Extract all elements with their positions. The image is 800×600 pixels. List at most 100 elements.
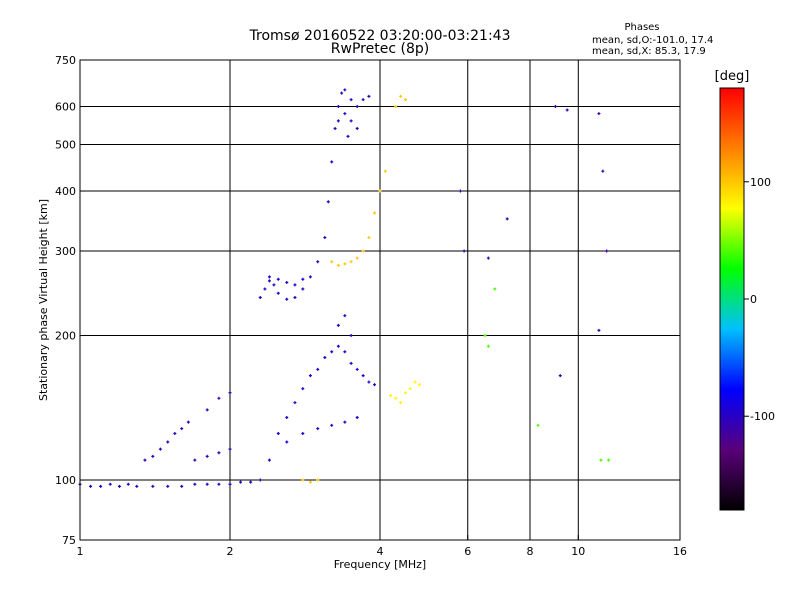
data-point-s3-2 [285,280,289,284]
data-point-s2-21 [336,119,340,123]
data-point-s2-1 [263,287,267,291]
data-point-s7-5 [565,108,569,112]
data-point-s5-2 [343,262,347,266]
data-point-s2-24 [355,126,359,130]
colorbar-tick-label-2: -100 [750,410,775,423]
data-point-s5-3 [349,260,353,264]
x-tick-label-6: 16 [673,545,687,558]
data-point-s0-9 [180,484,184,488]
data-point-s1-0 [143,458,147,462]
data-point-s5-7 [373,211,377,215]
data-point-s2-0 [258,296,262,300]
data-point-s1-7 [205,408,209,412]
data-point-s2-2 [267,279,271,283]
data-point-s8-0 [483,334,487,338]
data-point-s1-2 [158,447,162,451]
data-point-s5-12 [403,98,407,102]
data-point-s2-5 [285,297,289,301]
data-point-s4-6 [316,367,320,371]
data-point-s2-10 [323,236,327,240]
data-point-s4-15 [373,383,377,387]
phase-stats-heading: Phases [624,22,659,33]
data-point-s5-13 [301,478,305,482]
data-point-s4-0 [267,458,271,462]
data-point-s5-11 [399,94,403,98]
data-point-s6-5 [413,380,417,384]
data-point-s5-6 [367,236,371,240]
x-tick-labels: 1 2 4 6 8 10 16 [77,535,687,558]
data-point-s6-3 [403,391,407,395]
phase-stats-o: mean, sd,O:-101.0, 17.4 [592,35,713,46]
y-axis-label: Stationary phase Virtual Height [km] [37,199,50,401]
data-point-s1-12 [217,451,221,455]
y-tick-label-2: 200 [55,330,76,343]
data-point-s2-17 [349,98,353,102]
data-point-s0-6 [135,484,139,488]
data-point-s4-3 [293,401,297,405]
data-point-s7-8 [605,249,609,253]
data-point-s1-11 [205,454,209,458]
data-point-s0-2 [99,484,103,488]
data-point-s7-4 [553,105,557,109]
colorbar: [deg] 100 0 -100 [715,69,775,511]
y-tick-label-4: 400 [55,185,76,198]
y-tick-label-0: 75 [62,534,76,547]
data-point-s3-0 [267,275,271,279]
colorbar-tick-label-0: 100 [750,176,771,189]
data-point-s4-21 [355,415,359,419]
y-tick-label-6: 600 [55,101,76,114]
data-point-s2-20 [367,94,371,98]
data-point-s7-3 [505,217,509,221]
grid-lines [80,60,680,540]
data-point-s0-16 [258,478,262,482]
data-point-s5-9 [383,169,387,173]
data-point-s2-6 [293,296,297,300]
data-point-s2-8 [308,275,312,279]
data-point-s7-7 [601,169,605,173]
colorbar-gradient [719,87,745,511]
data-point-s4-7 [323,355,327,359]
data-point-s5-15 [316,478,320,482]
data-point-s4-11 [349,361,353,365]
data-point-s8-4 [599,458,603,462]
data-point-s7-1 [462,249,466,253]
data-point-s4-5 [308,374,312,378]
data-point-s4-22 [336,323,340,327]
data-point-s7-10 [597,328,601,332]
data-point-s3-4 [301,277,305,281]
data-point-s1-5 [180,427,184,431]
data-point-s6-4 [408,387,412,391]
data-point-s2-7 [301,287,305,291]
data-point-s2-16 [343,88,347,92]
data-point-s5-0 [330,260,334,264]
data-point-s7-2 [486,256,490,260]
data-point-s2-9 [316,260,320,264]
x-tick-label-4: 8 [527,545,534,558]
data-point-s0-1 [89,484,93,488]
chart-title: Tromsø 20160522 03:20:00-03:21:43 [249,28,511,44]
data-point-s5-8 [378,189,382,193]
data-point-s4-8 [330,350,334,354]
data-point-s4-13 [361,374,365,378]
data-point-s4-16 [285,440,289,444]
data-points [78,88,611,488]
data-point-s5-10 [394,105,398,109]
data-point-s2-15 [340,91,344,95]
data-point-s2-19 [361,98,365,102]
y-tick-label-7: 750 [55,54,76,67]
data-point-s5-4 [355,256,359,260]
data-point-s2-14 [336,105,340,109]
data-point-s0-8 [166,484,170,488]
data-point-s8-1 [486,344,490,348]
y-tick-labels: 75 100 200 300 400 500 600 750 [55,54,85,547]
x-tick-label-3: 6 [464,545,471,558]
data-point-s2-25 [346,134,350,138]
data-point-s3-3 [293,283,297,287]
data-point-s4-14 [367,380,371,384]
data-point-s2-3 [272,283,276,287]
x-axis-label: Frequency [MHz] [334,558,426,571]
data-point-s5-14 [308,480,312,484]
data-point-s4-12 [355,367,359,371]
data-point-s0-13 [228,482,232,486]
